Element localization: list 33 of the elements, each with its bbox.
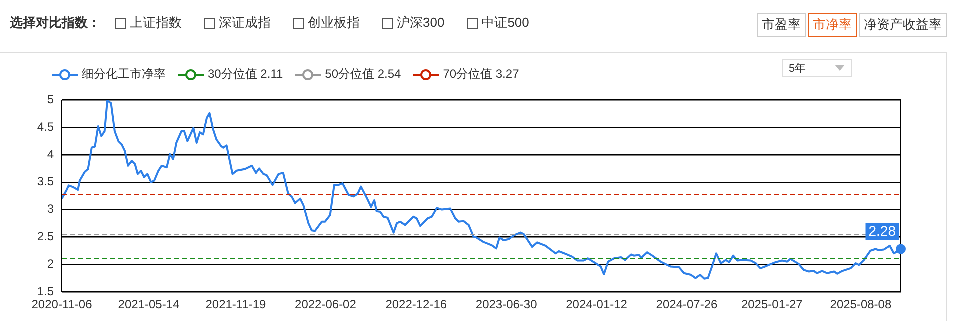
- x-tick-label: 2022-12-16: [386, 298, 448, 312]
- legend-label: 50分位值 2.54: [324, 66, 402, 83]
- x-tick-label: 2022-06-02: [295, 298, 357, 312]
- x-tick-label: 2025-01-27: [741, 298, 804, 312]
- x-tick-label: 2020-11-06: [32, 298, 93, 312]
- y-tick-label: 3: [47, 202, 54, 216]
- x-tick-label: 2024-07-26: [656, 298, 718, 312]
- legend-label: 70分位值 3.27: [442, 66, 520, 83]
- x-tick-label: 2025-08-08: [830, 298, 892, 312]
- checkbox: 上证指数: [115, 14, 182, 32]
- y-tick-label: 1.5: [37, 284, 54, 298]
- checkbox: 中证500: [466, 14, 530, 32]
- legend-label: 细分化工市净率: [81, 66, 166, 83]
- tab-button: 市净率: [808, 13, 857, 37]
- checkbox: 深证成指: [204, 14, 271, 32]
- y-tick-label: 2.5: [37, 230, 54, 244]
- checkbox: 创业板指: [293, 14, 360, 32]
- x-tick-label: 2023-06-30: [476, 298, 538, 312]
- y-tick-label: 2: [47, 256, 54, 271]
- dropdown: 5年: [782, 59, 852, 77]
- legend-label: 30分位值 2.11: [207, 66, 284, 83]
- annotation: 2.28: [868, 223, 896, 240]
- y-tick-label: 3.5: [37, 174, 54, 189]
- text: 选择对比指数：: [10, 14, 101, 32]
- y-tick-label: 5: [47, 92, 54, 107]
- x-tick-label: 2021-11-19: [206, 298, 267, 312]
- tab-button: 市盈率: [757, 13, 806, 37]
- x-tick-label: 2024-01-12: [566, 298, 628, 312]
- y-tick-label: 4.5: [37, 120, 54, 134]
- y-tick-label: 4: [47, 147, 54, 162]
- x-tick-label: 2021-05-14: [118, 298, 180, 312]
- checkbox: 沪深300: [382, 14, 445, 32]
- tab-button: 净资产收益率: [859, 13, 947, 37]
